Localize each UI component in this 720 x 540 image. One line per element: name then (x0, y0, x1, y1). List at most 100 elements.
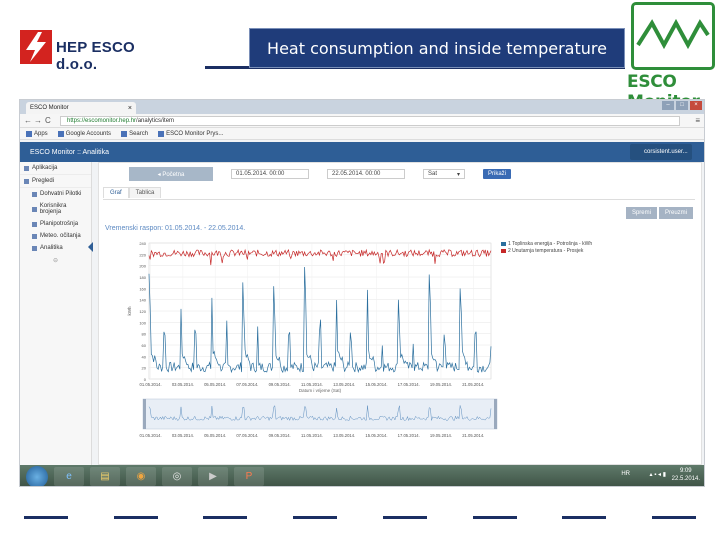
browser-tab[interactable]: ESCO Monitor × (26, 102, 136, 114)
tab-tablica[interactable]: Tablica (128, 187, 162, 198)
chrome-icon[interactable]: ◎ (162, 467, 192, 486)
language-indicator[interactable]: HR (621, 471, 630, 477)
y-axis-label: kWh (127, 306, 132, 315)
navigator-tick-label: 07.05.2014. (236, 433, 258, 438)
sidebar-item-label: Aplikacija (32, 165, 58, 171)
tray-icons[interactable]: ▴ ▪ ◂ ▮ (649, 472, 666, 478)
y-tick-label: 60 (142, 343, 147, 348)
interval-select[interactable]: Sat ▾ (423, 169, 465, 179)
sidebar-subitem-3[interactable]: Meteo. očitanja (20, 230, 91, 242)
download-button[interactable]: Preuzmi (658, 207, 693, 219)
navigator-tick-label: 19.05.2014. (430, 433, 452, 438)
navigator-line (148, 404, 492, 422)
filter-bar: ◂ Početna 01.05.2014. 00:00 22.05.2014. … (129, 167, 512, 181)
company-name: HEP ESCO d.o.o. (56, 39, 135, 73)
x-axis-label: Datum i vrijeme (Sat) (299, 388, 342, 393)
hep-esco-logo: HEP ESCO d.o.o. (20, 30, 150, 73)
browser-tab-title: ESCO Monitor (30, 105, 69, 111)
bookmark-google-accounts[interactable]: Google Accounts (57, 130, 112, 137)
app-header-title: ESCO Monitor :: Analitika (30, 148, 109, 156)
media-icon[interactable]: ▶ (198, 467, 228, 486)
outlook-icon[interactable]: ◉ (126, 467, 156, 486)
user-menu[interactable]: corsistent.user... (630, 144, 692, 160)
x-tick-label: 05.05.2014. (204, 382, 226, 387)
date-from-value: 01.05.2014. 00:00 (236, 171, 285, 177)
url-input[interactable]: https://escomonitor.hep.hr/analytics/ite… (60, 116, 680, 126)
tabs-divider (103, 199, 695, 200)
start-button-icon[interactable] (26, 465, 48, 486)
monitor-graph-icon (631, 2, 715, 70)
x-tick-label: 07.05.2014. (236, 382, 258, 387)
x-tick-label: 19.05.2014. (430, 382, 452, 387)
view-icon (24, 178, 29, 184)
sidebar-subitem-0[interactable]: Dohvatni Pilotki (20, 188, 91, 200)
x-tick-label: 13.05.2014. (333, 382, 355, 387)
browser-titlebar: ESCO Monitor × – □ × (20, 100, 704, 114)
list-icon (32, 191, 37, 197)
browser-menu-icon[interactable]: ≡ (695, 116, 700, 125)
bookmark-search[interactable]: Search (121, 130, 148, 137)
y-tick-label: 40 (142, 354, 147, 359)
legend-item[interactable]: 2 Unutarnja temperatura - Prosjek (501, 248, 592, 255)
url-path: /analytics/item (136, 118, 175, 124)
sidebar-collapse-icon[interactable]: ⊖ (52, 258, 59, 264)
chart-icon (32, 245, 37, 251)
back-button[interactable]: ◂ Početna (129, 167, 213, 181)
tab-graf[interactable]: Graf (103, 187, 129, 198)
bookmark-esco[interactable]: ESCO Monitor Prys... (158, 130, 224, 137)
sidebar-subitem-1[interactable]: Korisnikra brojenja (20, 200, 91, 218)
ie-icon[interactable]: e (54, 467, 84, 486)
navigator-tick-label: 01.05.2014. (140, 433, 162, 438)
legend-item[interactable]: 1 Toplinska energija - Potrošnja - kWh (501, 241, 592, 248)
hep-icon (158, 130, 165, 137)
sidebar-subitem-2[interactable]: Planipotrošnja (20, 218, 91, 230)
footer-dash (382, 516, 427, 519)
back-icon[interactable]: ← (24, 116, 32, 125)
navigator-tick-label: 13.05.2014. (333, 433, 355, 438)
main-chart[interactable]: 0 20 40 60 80 100 120 140 160 180 200 220 240 01.05.2… (99, 163, 703, 466)
sidebar-item-label: Meteo. očitanja (40, 233, 81, 239)
explorer-icon[interactable]: ▤ (90, 467, 120, 486)
y-tick-label: 120 (139, 309, 146, 314)
bookmark-label: Google Accounts (65, 130, 112, 137)
bookmark-apps[interactable]: Apps (26, 130, 48, 137)
minimize-icon[interactable]: – (662, 101, 674, 110)
sidebar-subitem-4[interactable]: Analitika (20, 242, 91, 254)
y-tick-label: 200 (139, 264, 146, 269)
window-controls: – □ × (662, 101, 702, 110)
reload-icon[interactable]: C (45, 116, 51, 125)
close-window-icon[interactable]: × (690, 101, 702, 110)
y-tick-label: 180 (139, 275, 146, 280)
bookmark-label: Apps (34, 130, 48, 137)
apply-button[interactable]: Prikaži (483, 169, 512, 179)
y-tick-label: 240 (139, 241, 146, 246)
chart-title: Vremenski raspon: 01.05.2014. - 22.05.20… (105, 225, 246, 232)
footer-dash (113, 516, 158, 519)
y-tick-label: 20 (142, 366, 147, 371)
sidebar-item-pregledi[interactable]: Pregledi (20, 175, 91, 188)
legend-label: 2 Unutarnja temperatura - Prosjek (508, 248, 584, 254)
footer-dash (651, 516, 696, 519)
footer-dash (472, 516, 517, 519)
date-from-input[interactable]: 01.05.2014. 00:00 (231, 169, 309, 179)
esco-monitor-logo: ESCO Monitor (627, 0, 720, 112)
windows-taskbar: e ▤ ◉ ◎ ▶ P HR ▴ ▪ ◂ ▮ 9:09 22.5.2014. (20, 465, 704, 486)
legend-swatch (501, 241, 506, 246)
powerpoint-icon[interactable]: P (234, 467, 264, 486)
date-to-input[interactable]: 22.05.2014. 00:00 (327, 169, 405, 179)
y-tick-label: 80 (142, 332, 147, 337)
footer-dash (562, 516, 607, 519)
save-button[interactable]: Spremi (625, 207, 657, 219)
chevron-down-icon: ▾ (456, 171, 460, 178)
hep-lightning-icon (20, 30, 52, 64)
tray-clock[interactable]: 9:09 22.5.2014. (672, 467, 700, 483)
forward-icon[interactable]: → (34, 116, 42, 125)
sidebar-item-aplikacija[interactable]: Aplikacija (20, 162, 91, 175)
view-tabs: Graf Tablica (103, 187, 162, 198)
maximize-icon[interactable]: □ (676, 101, 688, 110)
close-tab-icon[interactable]: × (127, 104, 132, 112)
navigator-tick-label: 05.05.2014. (204, 433, 226, 438)
heat-consumption-line (148, 266, 492, 374)
bookmark-label: ESCO Monitor Prys... (166, 130, 224, 137)
